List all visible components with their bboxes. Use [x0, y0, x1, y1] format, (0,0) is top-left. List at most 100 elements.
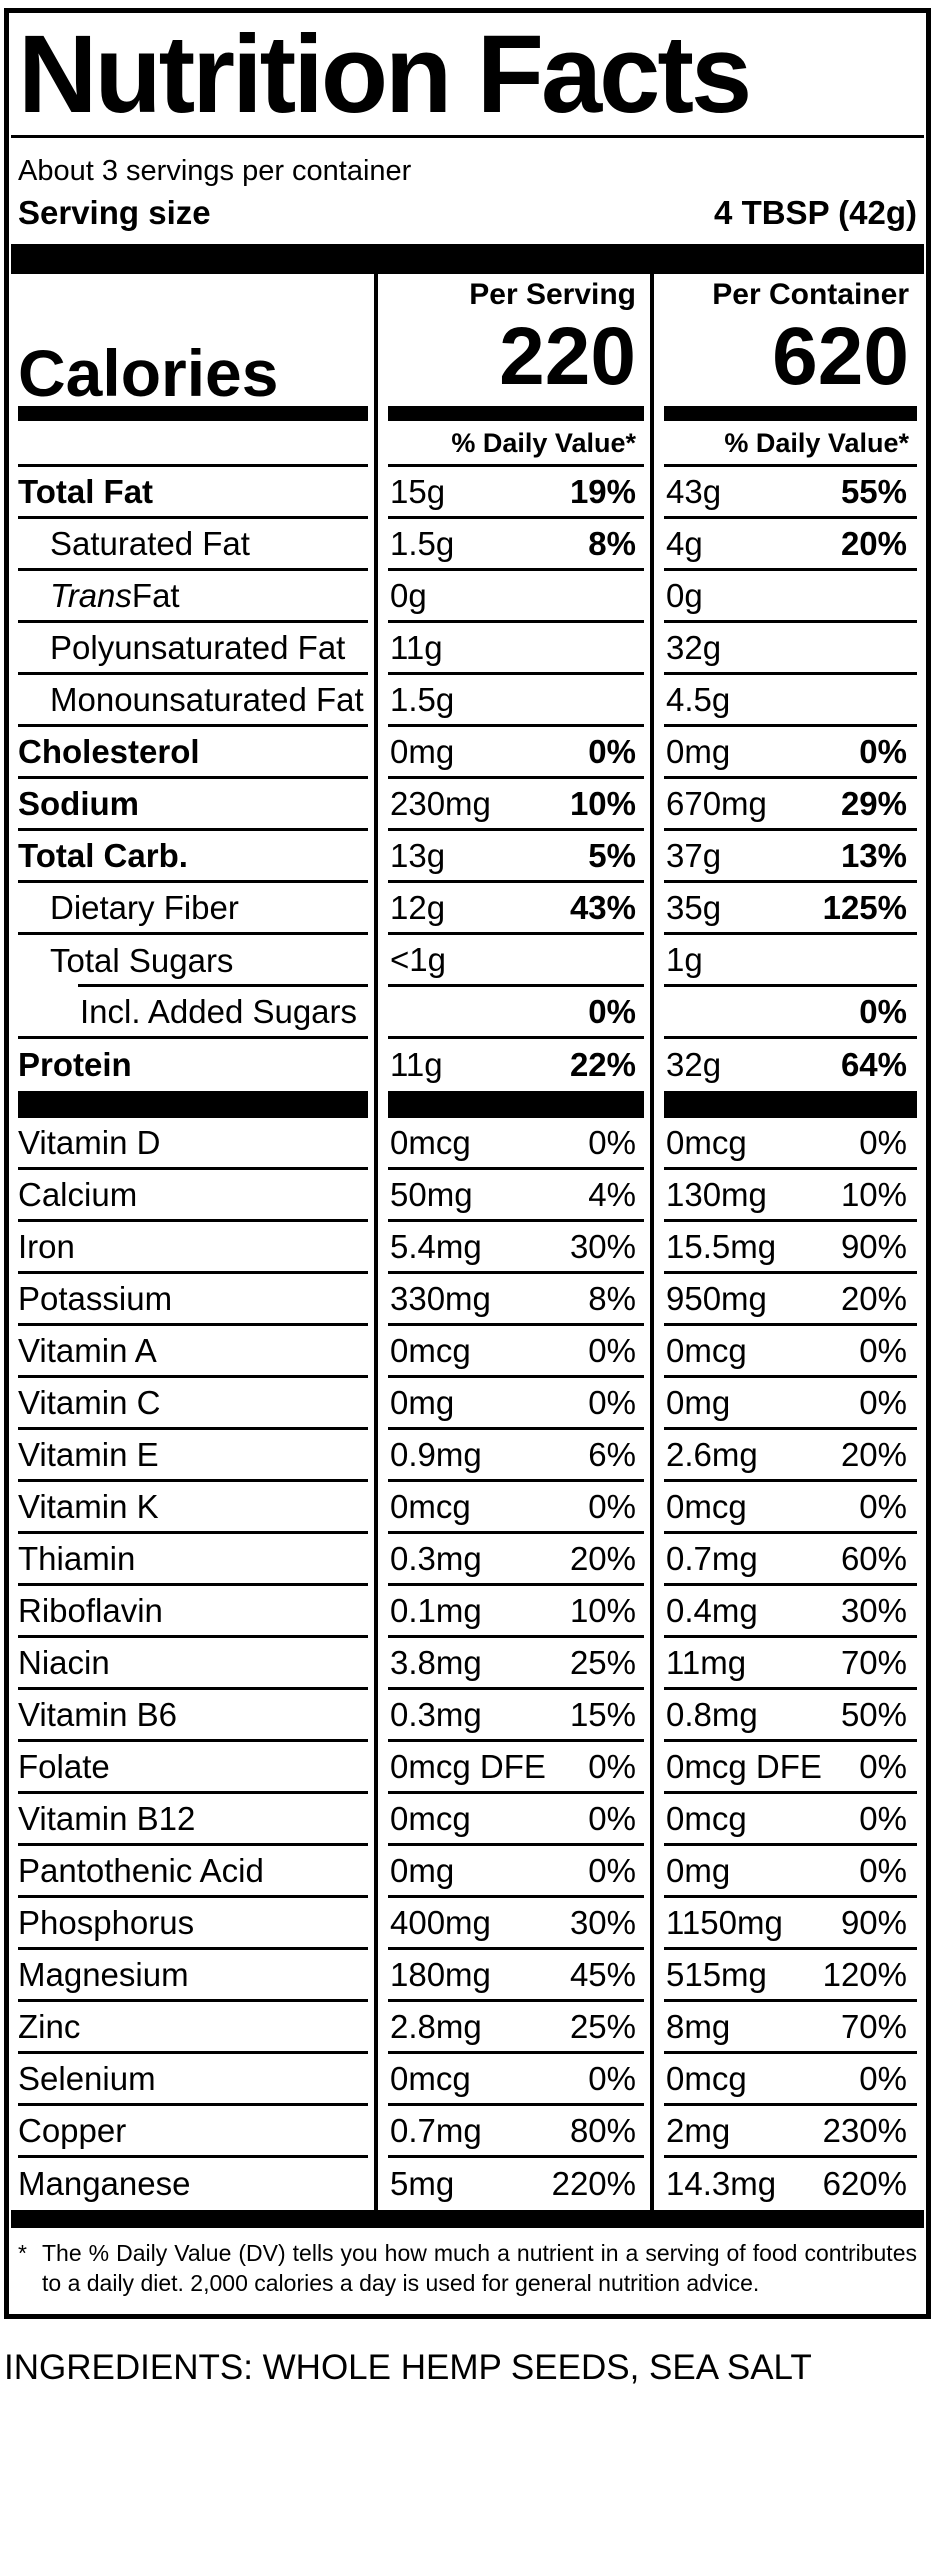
- separator-segment: [388, 1091, 644, 1118]
- serving-value-cell: 330mg 8%: [388, 1274, 644, 1326]
- serving-value-cell: 0mcg 0%: [388, 1482, 644, 1534]
- footnote-separator-bar: [11, 2210, 924, 2228]
- amount: 0mcg: [666, 1487, 747, 1525]
- amount: 0mcg: [666, 1799, 747, 1837]
- amount: 11mg: [666, 1643, 747, 1681]
- daily-value: 22%: [569, 1046, 636, 1083]
- daily-value: 0%: [588, 1851, 636, 1889]
- serving-value-cell: 0.1mg 10%: [388, 1586, 644, 1638]
- daily-value: 60%: [840, 1539, 907, 1577]
- amount: 0mg: [666, 1851, 731, 1889]
- serving-value-cell: 50mg 4%: [388, 1170, 644, 1222]
- daily-value: 0%: [859, 992, 907, 1030]
- amount: 0.8mg: [666, 1695, 758, 1733]
- daily-value: 0%: [859, 732, 907, 770]
- amount: 5.4mg: [390, 1227, 482, 1265]
- container-value-cell: 37g 13%: [664, 831, 917, 883]
- amount: 1.5g: [390, 680, 455, 718]
- amount: 8mg: [666, 2007, 731, 2045]
- footnote-marker: *: [18, 2240, 27, 2266]
- daily-value: 4%: [588, 1175, 636, 1213]
- table-row: Iron 5.4mg 30% 15.5mg 90%: [18, 1222, 917, 1274]
- table-row: Potassium 330mg 8% 950mg 20%: [18, 1274, 917, 1326]
- nutrient-label-cell: Zinc: [18, 2002, 368, 2054]
- table-row: Vitamin B12 0mcg 0% 0mcg 0%: [18, 1794, 917, 1846]
- nutrient-label: Magnesium: [18, 1955, 189, 1993]
- container-value-cell: 14.3mg 620%: [664, 2158, 917, 2210]
- nutrient-label-cell: Saturated Fat: [18, 519, 368, 571]
- table-row: Total Carb. 13g 5% 37g 13%: [18, 831, 917, 883]
- container-value-cell: 1g: [664, 935, 917, 987]
- amount: 14.3mg: [666, 2165, 777, 2202]
- table-row: Phosphorus 400mg 30% 1150mg 90%: [18, 1898, 917, 1950]
- nutrient-label-cell: Total Sugars: [18, 935, 368, 987]
- nutrient-label-cell: Calcium: [18, 1170, 368, 1222]
- amount: 0mcg: [390, 1487, 471, 1525]
- table-row: Folate 0mcg DFE 0% 0mcg DFE 0%: [18, 1742, 917, 1794]
- nutrient-label-cell: Vitamin C: [18, 1378, 368, 1430]
- nutrient-label-cell: Phosphorus: [18, 1898, 368, 1950]
- amount: 2.6mg: [666, 1435, 758, 1473]
- per-container-header: Per Container: [712, 278, 909, 311]
- amount: 0mcg: [666, 1331, 747, 1369]
- daily-value: 20%: [840, 1435, 907, 1473]
- container-value-cell: 0%: [664, 987, 917, 1039]
- daily-value: 25%: [569, 1643, 636, 1681]
- table-row: Vitamin B6 0.3mg 15% 0.8mg 50%: [18, 1690, 917, 1742]
- amount: 2.8mg: [390, 2007, 482, 2045]
- daily-value: 70%: [840, 1643, 907, 1681]
- serving-value-cell: 0%: [388, 987, 644, 1039]
- nutrient-label: Vitamin D: [18, 1123, 161, 1161]
- daily-value: 230%: [822, 2111, 907, 2149]
- table-row: Sodium 230mg 10% 670mg 29%: [18, 779, 917, 831]
- container-value-cell: 15.5mg 90%: [664, 1222, 917, 1274]
- serving-value-cell: 1.5g 8%: [388, 519, 644, 571]
- daily-value: 0%: [859, 1799, 907, 1837]
- serving-value-cell: 11g: [388, 623, 644, 675]
- calories-section: Calories Per Serving 220 % Daily Value* …: [18, 274, 917, 467]
- serving-value-cell: 15g 19%: [388, 467, 644, 519]
- nutrient-label-cell: Vitamin A: [18, 1326, 368, 1378]
- calories-cell: Calories: [18, 274, 368, 467]
- nutrient-label: Folate: [18, 1747, 110, 1785]
- nutrient-label-cell: Sodium: [18, 779, 368, 831]
- table-row: Vitamin C 0mg 0% 0mg 0%: [18, 1378, 917, 1430]
- nutrient-label: Vitamin B12: [18, 1799, 196, 1837]
- serving-value-cell: 0g: [388, 571, 644, 623]
- serving-value-cell: 11g 22%: [388, 1039, 644, 1091]
- daily-value: 0%: [859, 2059, 907, 2097]
- daily-value: 125%: [822, 888, 907, 926]
- calories-per-serving-value: 220: [499, 311, 636, 402]
- amount: 35g: [666, 888, 722, 926]
- calories-label: Calories: [18, 336, 279, 410]
- nutrient-label-cell: Protein: [18, 1039, 368, 1091]
- container-value-cell: 950mg 20%: [664, 1274, 917, 1326]
- calories-per-container-value: 620: [772, 311, 909, 402]
- table-row: Total Sugars <1g 1g: [18, 935, 917, 987]
- amount: 0.9mg: [390, 1435, 482, 1473]
- daily-value-header: % Daily Value*: [451, 428, 636, 458]
- serving-value-cell: 0.3mg 15%: [388, 1690, 644, 1742]
- serving-value-cell: 0.9mg 6%: [388, 1430, 644, 1482]
- nutrient-label: Cholesterol: [18, 732, 200, 770]
- amount: 0.7mg: [390, 2111, 482, 2149]
- table-row: Pantothenic Acid 0mg 0% 0mg 0%: [18, 1846, 917, 1898]
- nutrient-label-cell: Riboflavin: [18, 1586, 368, 1638]
- amount: 4g: [666, 524, 703, 562]
- amount: 0mcg DFE: [666, 1747, 822, 1785]
- micro-nutrient-rows: Vitamin D 0mcg 0% 0mcg 0% Calcium 50mg 4% 130mg 1…: [18, 1118, 917, 2210]
- nutrient-label-cell: Dietary Fiber: [18, 883, 368, 935]
- amount: 0.1mg: [390, 1591, 482, 1629]
- nutrient-label-cell: Vitamin B12: [18, 1794, 368, 1846]
- column-divider: [650, 274, 654, 2210]
- title-rule: [11, 135, 924, 138]
- nutrient-label: Vitamin K: [18, 1487, 159, 1525]
- daily-value: 64%: [840, 1046, 907, 1083]
- daily-value: 0%: [859, 1851, 907, 1889]
- label-title: Nutrition Facts: [18, 13, 752, 136]
- amount: 180mg: [390, 1955, 491, 1993]
- table-row: Cholesterol 0mg 0% 0mg 0%: [18, 727, 917, 779]
- serving-value-cell: 0mg 0%: [388, 1378, 644, 1430]
- nutrient-label-cell: Niacin: [18, 1638, 368, 1690]
- nutrient-label: Thiamin: [18, 1539, 136, 1577]
